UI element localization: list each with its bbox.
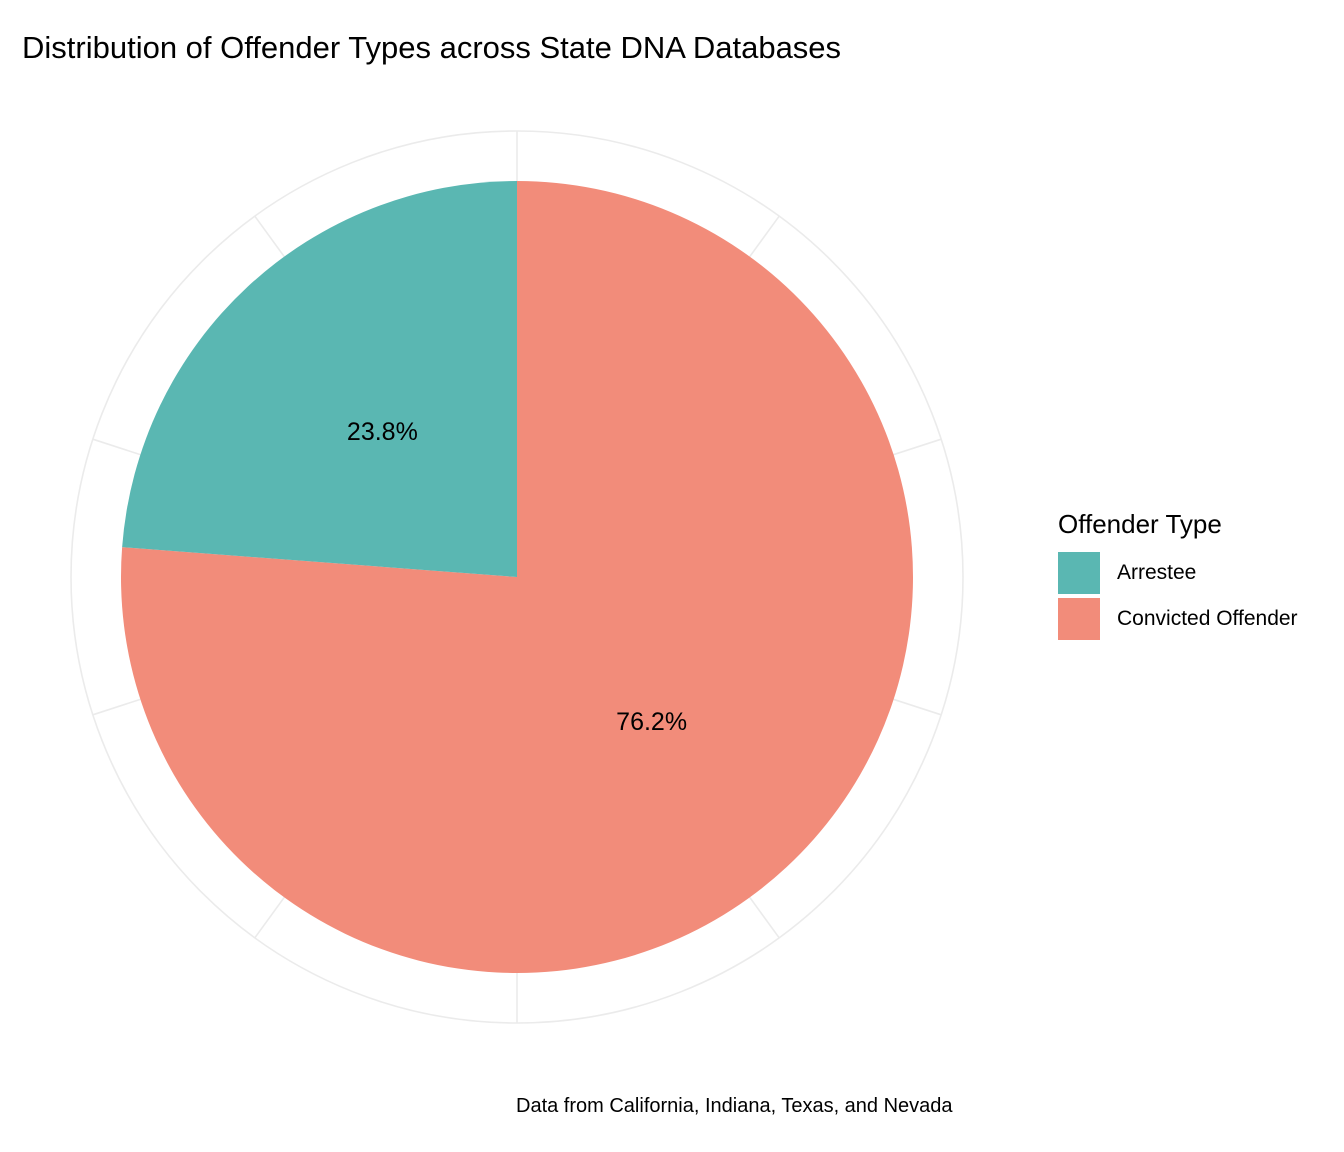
chart-caption: Data from California, Indiana, Texas, an…	[516, 1095, 953, 1117]
slice-label: 23.8%	[347, 418, 418, 446]
legend-item: Convicted Offender	[1058, 598, 1298, 640]
legend-item: Arrestee	[1058, 552, 1298, 594]
pie-slice-arrestee	[122, 181, 518, 577]
legend-label: Convicted Offender	[1117, 607, 1298, 630]
slice-labels: 76.2% 23.8%	[347, 418, 687, 736]
chart-title: Distribution of Offender Types across St…	[22, 30, 842, 65]
legend-key	[1058, 598, 1100, 640]
slice-label: 76.2%	[616, 708, 687, 736]
legend-title: Offender Type	[1058, 509, 1222, 539]
legend-label: Arrestee	[1117, 561, 1197, 584]
legend-key	[1058, 552, 1100, 594]
legend: Offender Type Arrestee Convicted Offender	[1058, 506, 1298, 644]
pie-slices	[121, 181, 914, 973]
legend-items: Arrestee Convicted Offender	[1058, 552, 1298, 640]
